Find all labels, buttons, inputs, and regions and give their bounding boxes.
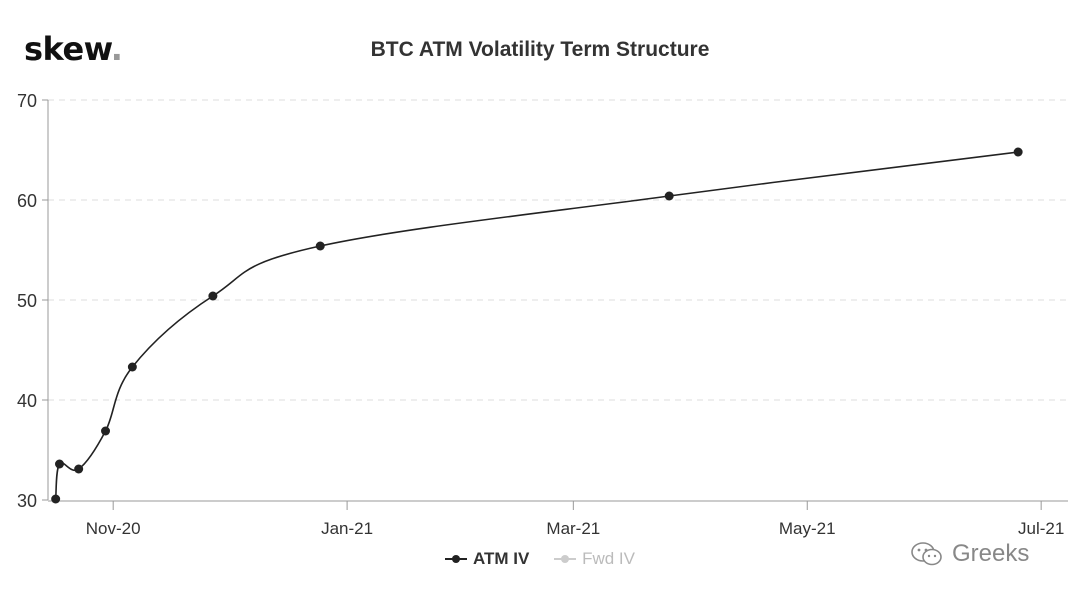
legend-label-fwd-iv: Fwd IV bbox=[582, 549, 635, 568]
skew-logo: skew. bbox=[24, 30, 123, 68]
legend-label-atm-iv: ATM IV bbox=[473, 549, 530, 568]
data-point bbox=[101, 426, 111, 436]
logo-text: skew bbox=[24, 30, 111, 68]
wechat-icon bbox=[910, 541, 944, 567]
y-tick-label: 60 bbox=[17, 191, 37, 211]
logo-dot: . bbox=[110, 30, 123, 68]
watermark-text: Greeks bbox=[952, 540, 1030, 567]
x-axis-labels: Nov-20 Jan-21 Mar-21 May-21 Jul-21 bbox=[86, 519, 1065, 538]
legend-item-fwd-iv[interactable]: Fwd IV bbox=[554, 549, 635, 569]
chart-title: BTC ATM Volatility Term Structure bbox=[370, 38, 710, 61]
data-point bbox=[1013, 147, 1023, 157]
data-point bbox=[315, 241, 325, 251]
legend: ATM IV Fwd IV bbox=[0, 549, 1080, 569]
x-tick-label: Jul-21 bbox=[1018, 519, 1064, 538]
y-tick-label: 50 bbox=[17, 291, 37, 311]
data-point bbox=[55, 459, 65, 469]
data-point bbox=[51, 494, 61, 504]
legend-marker-fwd-iv bbox=[554, 554, 577, 564]
legend-marker-atm-iv bbox=[445, 554, 467, 564]
x-tick-label: Jan-21 bbox=[321, 519, 373, 538]
axes bbox=[42, 99, 1068, 510]
data-point bbox=[664, 191, 674, 201]
data-point bbox=[74, 464, 84, 474]
x-tick-label: May-21 bbox=[779, 519, 836, 538]
legend-item-atm-iv[interactable]: ATM IV bbox=[445, 549, 529, 569]
y-tick-label: 30 bbox=[17, 491, 37, 511]
series-layer bbox=[51, 147, 1023, 504]
y-axis-labels: 30 40 50 60 70 bbox=[17, 91, 37, 511]
data-point bbox=[208, 291, 218, 301]
series-line-0 bbox=[54, 151, 1019, 500]
x-tick-label: Nov-20 bbox=[86, 519, 141, 538]
x-tick-label: Mar-21 bbox=[546, 519, 600, 538]
grid-lines bbox=[48, 99, 1068, 401]
data-point bbox=[127, 362, 137, 372]
watermark: Greeks bbox=[910, 540, 1029, 568]
y-tick-label: 70 bbox=[17, 91, 37, 111]
y-tick-label: 40 bbox=[17, 391, 37, 411]
